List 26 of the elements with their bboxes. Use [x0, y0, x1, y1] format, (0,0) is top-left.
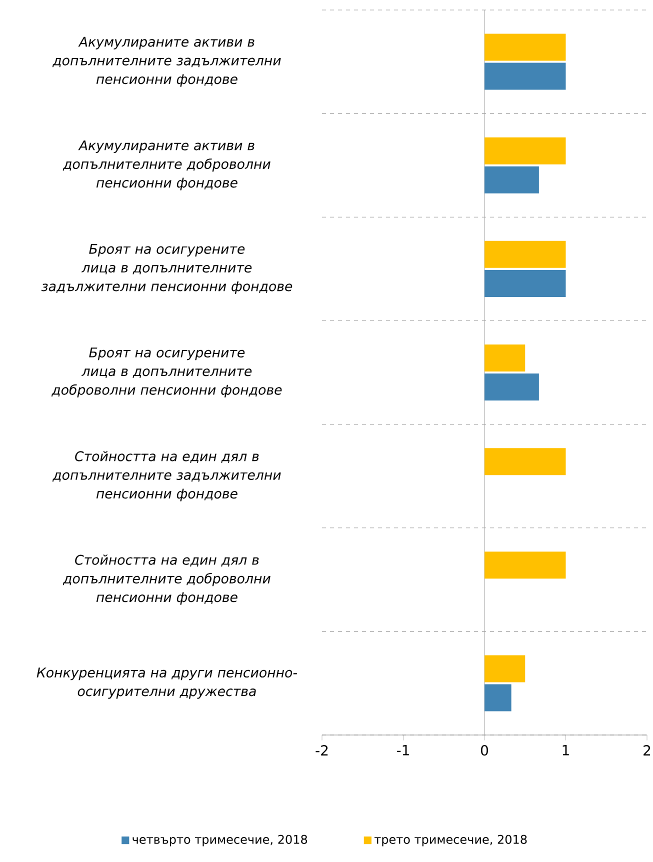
x-tick-label: 1 — [562, 745, 569, 756]
bar — [484, 344, 526, 372]
bar — [484, 448, 566, 476]
y-tick-label: Акумулираните активи в допълнителните задължителни пенсионни фондове — [52, 36, 281, 87]
bar — [484, 62, 566, 90]
x-tick-label: 0 — [480, 745, 488, 756]
y-tick-label: Акумулираните активи в допълнителните доброволни пенсионни фондове — [62, 140, 270, 190]
x-tick-label: 2 — [644, 745, 650, 756]
bar — [484, 374, 539, 401]
legend-label: трето тримесечие, 2018 — [374, 834, 527, 846]
x-tick-label: -1 — [396, 745, 409, 756]
bar — [484, 684, 512, 712]
y-tick-label: Броят на осигурените лица в допълнителните задължителни пенсионни фондове — [41, 244, 292, 294]
y-tick-label: Конкуренцията на други пенсионно-осигурителни дружества — [36, 668, 298, 699]
bar — [484, 270, 566, 297]
legend-label: четвърто тримесечие, 2018 — [132, 834, 308, 846]
x-tick-label: -2 — [316, 745, 328, 756]
bar — [484, 240, 566, 268]
bar — [484, 34, 566, 61]
bar — [484, 166, 539, 194]
y-tick-label: Стойността на един дял в допълнителните доброволни пенсионни фондове — [62, 554, 270, 605]
y-tick-label: Стойността на един дял в допълнителните задължителни пенсионни фондове — [52, 450, 281, 502]
bar — [484, 552, 566, 579]
bar — [484, 655, 526, 682]
bar — [484, 137, 566, 164]
y-tick-label: Броят на осигурените лица в допълнителните доброволни пенсионни фондове — [51, 348, 282, 398]
